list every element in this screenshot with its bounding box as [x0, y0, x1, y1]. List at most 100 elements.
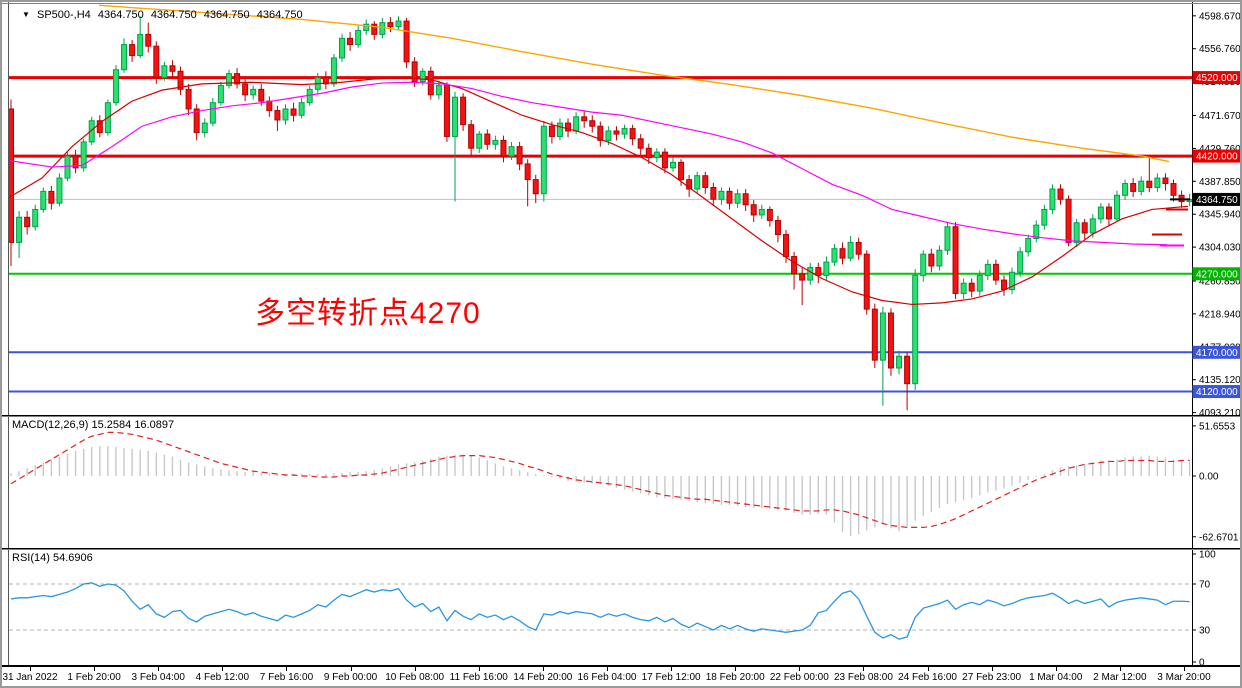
time-axis-label: 27 Feb 23:00	[962, 672, 1022, 683]
price-tag	[1192, 192, 1240, 206]
price-axis-label: 4556.760	[1199, 44, 1241, 55]
time-axis-tick	[478, 667, 480, 671]
ma-orange	[98, 4, 1170, 163]
price-axis-label: 4429.760	[1199, 144, 1241, 155]
rsi-levels	[9, 583, 1192, 631]
rsi-axis-label: 30	[1199, 626, 1211, 637]
price-tag	[1192, 149, 1240, 163]
time-axis-tick	[991, 667, 993, 671]
time-axis-tick	[542, 667, 544, 671]
time-axis-tick	[863, 667, 865, 671]
price-axis-label: 4093.210	[1199, 408, 1241, 416]
time-axis-tick	[606, 667, 608, 671]
price-axis-label: 4304.030	[1199, 243, 1241, 254]
rsi-line	[10, 582, 1190, 640]
time-axis-tick	[222, 667, 224, 671]
horizontal-levels	[9, 76, 1192, 393]
time-axis-label: 1 Feb 20:00	[67, 672, 121, 683]
moving-average-lines	[9, 4, 1189, 306]
price-tag	[1192, 385, 1240, 399]
time-axis-tick	[1119, 667, 1121, 671]
price-tag-label: 4120.000	[1196, 387, 1238, 398]
time-axis-label: 1 Mar 04:00	[1029, 672, 1083, 683]
rsi-panel[interactable]: 100 70 30 0	[2, 549, 1242, 666]
price-tag-label: 4270.000	[1196, 269, 1238, 280]
time-axis-tick	[1055, 667, 1057, 671]
rsi-axis-label: 70	[1199, 580, 1211, 591]
rsi-axis-label: 0	[1199, 658, 1205, 667]
time-axis-label: 4 Feb 12:00	[195, 672, 250, 683]
price-tag-label: 4520.000	[1196, 73, 1238, 84]
time-axis[interactable]: 31 Jan 2022 1 Feb 20:00 3 Feb 04:00 4 Feb 1…	[2, 666, 1240, 686]
price-tag-label: 4364.750	[1196, 195, 1238, 206]
time-axis-tick	[30, 667, 31, 671]
price-axis-label: 4218.940	[1199, 309, 1241, 320]
macd-histogram	[10, 445, 1191, 537]
time-axis-label: 10 Feb 08:00	[385, 672, 445, 683]
chart-header: ▼ SP500-,H4 4364.750 4364.750 4364.750 4…	[22, 9, 307, 21]
time-axis-tick	[1183, 667, 1185, 671]
time-axis-label: 18 Feb 20:00	[705, 672, 765, 683]
price-tag	[1192, 71, 1240, 85]
macd-indicator-label: MACD(12,26,9) 15.2584 16.0897	[12, 419, 175, 431]
line-end-markers	[1152, 198, 1190, 247]
time-axis-tick	[735, 667, 737, 671]
price-axis-label: 4471.670	[1199, 111, 1241, 122]
price-tag-label: 4170.000	[1196, 348, 1238, 359]
macd-panel[interactable]: 51.6553 0.00 -62.6701	[2, 416, 1242, 549]
symbol-dropdown-icon[interactable]: ▼	[22, 10, 30, 19]
ohlc-high: 4364.750	[150, 9, 197, 21]
ohlc-low: 4364.750	[203, 9, 250, 21]
time-axis-label: 3 Feb 04:00	[131, 672, 185, 683]
chart-text-annotation: 多空转折点4270	[255, 297, 481, 330]
time-axis-tick	[94, 667, 96, 671]
macd-signal-value: 16.0897	[134, 419, 175, 431]
time-axis-label: 23 Feb 08:00	[833, 672, 893, 683]
ma-magenta	[9, 81, 1168, 246]
macd-axis-label: -62.6701	[1199, 532, 1239, 543]
candlesticks	[8, 16, 1193, 411]
time-axis-label: 24 Feb 16:00	[898, 672, 957, 683]
price-tags: 4520.000 4420.000 4364.750 4270.000 4170.000…	[1192, 71, 1240, 399]
rsi-value: 54.6906	[52, 552, 93, 564]
time-axis-label: 7 Feb 16:00	[259, 672, 314, 683]
rsi-axis[interactable]: 100 70 30 0	[1192, 550, 1216, 667]
time-axis-label: 22 Feb 00:00	[769, 672, 829, 683]
ohlc-open: 4364.750	[97, 9, 144, 21]
time-axis-tick	[414, 667, 416, 671]
rsi-axis-label: 100	[1199, 550, 1216, 561]
macd-axis-label: 51.6553	[1199, 421, 1236, 432]
time-axis-label: 31 Jan 2022	[2, 672, 58, 683]
price-axis-label: 4598.670	[1199, 11, 1241, 22]
macd-axis[interactable]: 51.6553 0.00 -62.6701	[1192, 421, 1239, 543]
price-tag-label: 4420.000	[1196, 152, 1238, 163]
ma-red	[9, 76, 1189, 306]
main-price-chart[interactable]: 4598.6704556.7604514.8504471.6704429.760…	[2, 2, 1242, 416]
time-axis-tick	[671, 667, 673, 671]
time-axis-tick	[799, 667, 801, 671]
price-tag	[1192, 345, 1240, 359]
macd-axis-label: 0.00	[1199, 472, 1219, 483]
macd-signal-line	[10, 431, 1190, 529]
price-axis-label: 4260.850	[1199, 276, 1241, 287]
symbol-timeframe-label: SP500-,H4	[36, 9, 91, 21]
time-axis-label: 9 Feb 00:00	[323, 672, 378, 683]
price-axis-label: 4345.940	[1199, 210, 1241, 221]
time-axis-label: 2 Mar 12:00	[1093, 672, 1147, 683]
time-axis-label: 11 Feb 16:00	[449, 672, 508, 683]
time-axis-label: 17 Feb 12:00	[641, 672, 701, 683]
rsi-indicator-label: RSI(14) 54.6906	[12, 552, 93, 564]
macd-main-value: 15.2584	[91, 419, 132, 431]
time-axis-label: 3 Mar 20:00	[1157, 672, 1211, 683]
time-axis-label: 14 Feb 20:00	[513, 672, 573, 683]
time-axis-tick	[927, 667, 929, 671]
time-axis-tick	[350, 667, 352, 671]
price-tag	[1192, 267, 1240, 281]
price-axis-label: 4135.120	[1199, 375, 1241, 386]
ohlc-close: 4364.750	[256, 9, 303, 21]
time-axis-tick	[286, 667, 288, 671]
price-axis-label: 4387.850	[1199, 177, 1241, 188]
time-axis-label: 16 Feb 04:00	[577, 672, 637, 683]
time-axis-tick	[158, 667, 160, 671]
